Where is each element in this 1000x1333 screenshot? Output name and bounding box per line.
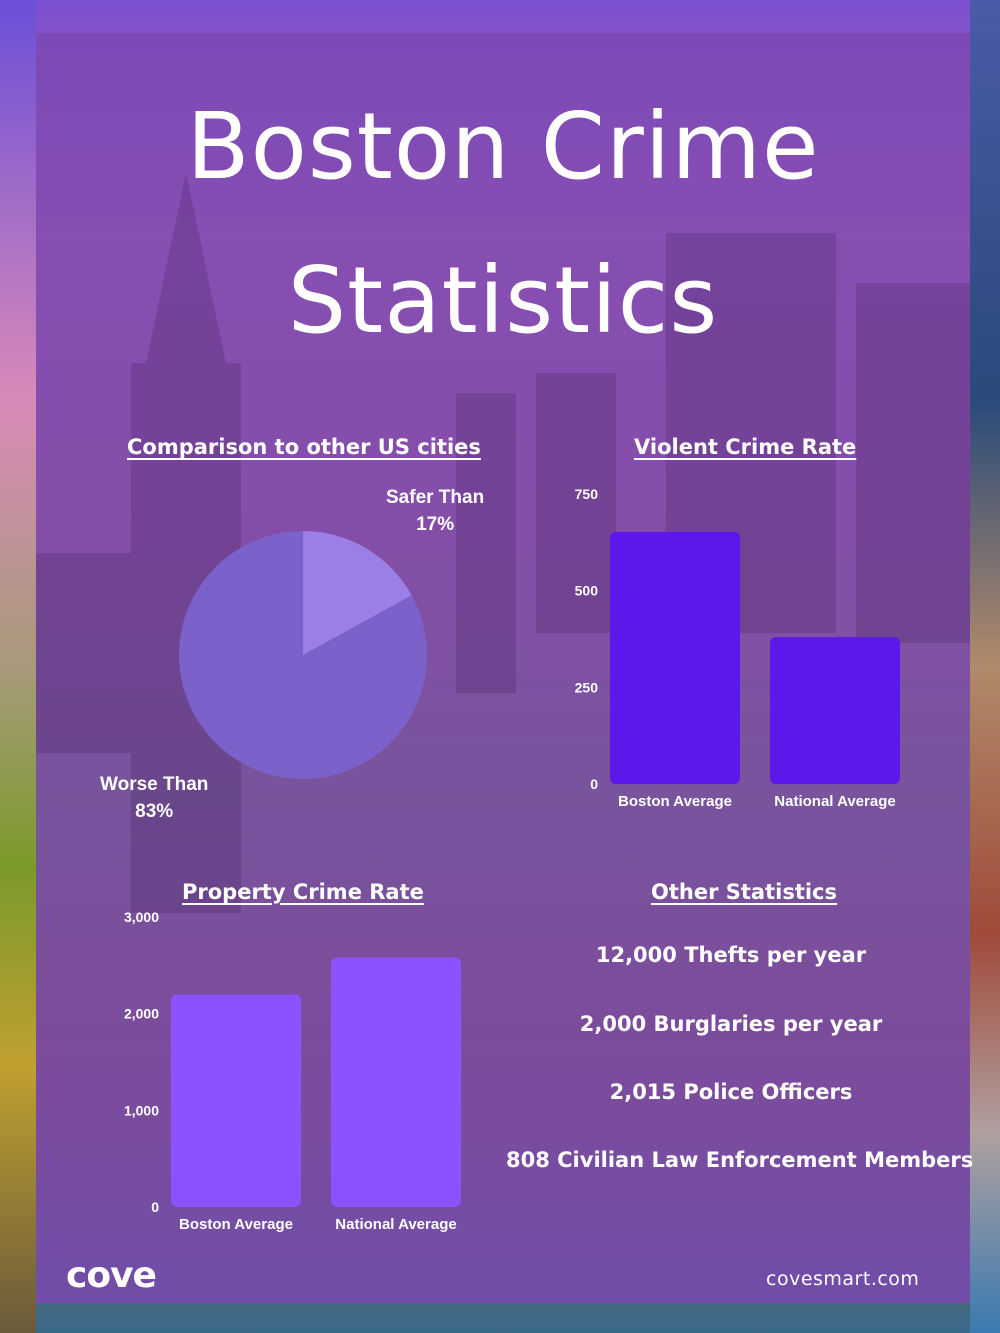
property-crime-category-label: Boston Average (179, 1216, 293, 1233)
property-crime-y-tick-label: 2,000 (124, 1006, 159, 1022)
property-crime-y-tick-label: 0 (151, 1199, 159, 1215)
cove-logo: cove (66, 1255, 157, 1296)
stat-thefts: 12,000 Thefts per year (595, 943, 867, 967)
pie-label-worse-than: Worse Than 83% (100, 772, 208, 825)
other-statistics-title: Other Statistics (651, 880, 838, 904)
stat-civilian-members: 808 Civilian Law Enforcement Members (506, 1148, 974, 1172)
property-crime-y-tick-label: 3,000 (124, 909, 159, 925)
footer-website-link[interactable]: covesmart.com (766, 1268, 920, 1290)
pie-label-safer-name: Safer Than (386, 487, 485, 508)
pie-chart-title: Comparison to other US cities (127, 435, 481, 459)
property-crime-bar-chart: 0 1,000 2,000 3,000 Boston Average National A… (124, 909, 461, 1233)
violent-crime-category-label: National Average (774, 793, 895, 810)
pie-slice-worse-than (178, 531, 427, 779)
violent-crime-bar-national-average (770, 637, 900, 784)
pie-slice-safer-than (303, 531, 412, 655)
property-crime-chart-title: Property Crime Rate (182, 880, 424, 904)
pie-label-safer-than: Safer Than 17% (386, 485, 484, 538)
skyline-silhouette (36, 173, 970, 913)
property-crime-bar-national-average (331, 957, 461, 1207)
property-crime-bar-boston-average (171, 994, 301, 1207)
background-right-edge (970, 0, 1000, 1333)
pie-chart (178, 531, 427, 779)
pie-label-worse-name: Worse Than (100, 774, 209, 795)
violent-crime-bar-boston-average (610, 531, 740, 784)
infographic-panel: Boston Crime Statistics Comparison to ot… (36, 33, 974, 1303)
background-left-edge (0, 0, 36, 1333)
pie-label-safer-value: 17% (416, 513, 455, 535)
violent-crime-category-label: Boston Average (618, 793, 732, 810)
stat-police-officers: 2,015 Police Officers (609, 1080, 853, 1104)
stat-burglaries: 2,000 Burglaries per year (579, 1012, 883, 1036)
page-title-line-1: Boston Crime (186, 93, 820, 200)
pie-label-worse-value: 83% (135, 800, 174, 822)
property-crime-y-tick-label: 1,000 (124, 1102, 159, 1118)
violent-crime-y-tick-label: 750 (575, 486, 599, 502)
violent-crime-bar-chart: 0 250 500 750 Boston Average National Average (575, 486, 900, 810)
violent-crime-y-tick-label: 0 (590, 776, 598, 792)
violent-crime-y-tick-label: 500 (575, 583, 599, 599)
violent-crime-y-tick-label: 250 (575, 679, 599, 695)
property-crime-category-label: National Average (335, 1216, 456, 1233)
violent-crime-chart-title: Violent Crime Rate (634, 435, 857, 459)
page-title-line-2: Statistics (287, 247, 719, 354)
